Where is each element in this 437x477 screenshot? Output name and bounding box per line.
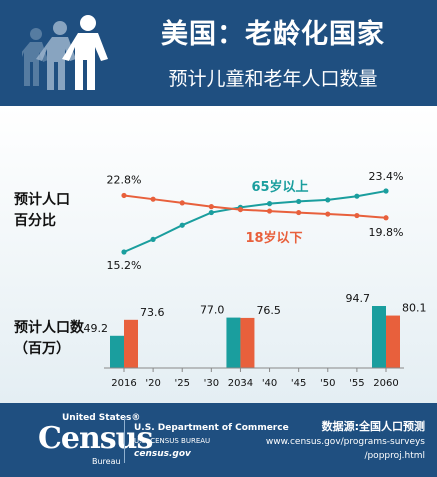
x-tick-label-5: '40 (262, 378, 277, 389)
page-subtitle: 预计儿童和老年人口数量 (168, 68, 378, 90)
x-tick-label-2: '25 (174, 378, 189, 389)
dept-website: census.gov (134, 449, 191, 459)
bar-1-0 (124, 319, 138, 368)
line-point-1-5 (266, 208, 273, 214)
line-point-0-6 (296, 198, 302, 205)
x-tick-label-6: '45 (291, 378, 306, 389)
chart-area (0, 106, 437, 403)
line-point-1-7 (325, 211, 331, 217)
series-label-under18: 18岁以下 (245, 230, 302, 246)
line-data-label-1: 23.4% (369, 170, 404, 183)
x-tick-label-3: '30 (204, 378, 219, 389)
line-point-1-6 (296, 209, 302, 216)
line-point-1-4 (237, 206, 244, 213)
brand-bureau: Bureau (92, 457, 121, 466)
x-tick-label-8: '55 (349, 378, 364, 389)
page-title: 美国：老龄化国家 (161, 19, 385, 50)
bar-value-label-0-0: 49.2 (84, 322, 109, 335)
line-point-0-5 (266, 201, 273, 207)
x-tick-label-1: '20 (145, 378, 160, 389)
line-data-label-3: 19.8% (369, 226, 404, 239)
percent-axis-label: 预计人口 百分比 (14, 190, 70, 232)
line-point-1-3 (208, 204, 214, 210)
source-url-1: www.census.gov/programs-surveys (265, 437, 425, 447)
line-point-0-8 (354, 193, 360, 199)
line-point-1-9 (383, 215, 389, 221)
line-point-0-1 (150, 236, 156, 242)
bar-0-1 (226, 317, 241, 368)
source-label: 数据源:全国人口预测 (321, 420, 425, 433)
line-point-1-2 (179, 200, 185, 206)
line-point-0-7 (325, 197, 331, 203)
line-point-0-3 (208, 209, 214, 216)
x-tick-label-0: 2016 (111, 378, 136, 389)
dept-line1: U.S. Department of Commerce (134, 423, 289, 433)
header: 美国：老龄化国家 预计儿童和老年人口数量 (0, 0, 437, 106)
bar-1-1 (240, 317, 255, 368)
bar-0-2 (372, 306, 386, 368)
dept-line2: U.S. CENSUS BUREAU (134, 437, 211, 445)
line-point-0-9 (383, 188, 389, 194)
x-tick-label-4: 2034 (228, 378, 253, 389)
footer-divider (124, 417, 125, 463)
source-url-2: /popproj.html (364, 451, 425, 461)
percent-label-line1: 预计人口 (14, 192, 70, 208)
line-point-1-1 (150, 196, 156, 202)
line-data-label-2: 22.8% (107, 173, 142, 186)
count-label-line1: 预计人口数 (14, 320, 84, 336)
bar-value-label-1-2: 80.1 (402, 302, 427, 315)
line-point-0-2 (179, 222, 185, 228)
series-label-65plus: 65岁以上 (251, 179, 308, 195)
x-tick-label-7: '50 (320, 378, 335, 389)
count-axis-label: 预计人口数 （百万） (14, 318, 84, 360)
brand-small: United States® (62, 413, 141, 423)
chart-svg: 15.2% 23.4% 22.8% 19.8% 65岁以上 18岁以下 49.2 73.6 77… (84, 170, 427, 389)
bar-value-label-0-1: 77.0 (200, 304, 225, 317)
line-point-1-8 (354, 212, 360, 219)
line-series-1 (123, 194, 387, 219)
bar-0-0 (110, 335, 124, 368)
line-point-0-0 (121, 249, 127, 255)
bar-value-label-1-1: 76.5 (256, 304, 281, 317)
footer: United States® Census Bureau U.S. Depart… (0, 403, 437, 477)
line-series-0 (123, 190, 387, 253)
line-point-1-0 (121, 192, 127, 199)
line-data-label-0: 15.2% (107, 259, 142, 272)
x-tick-label-9: 2060 (373, 378, 398, 389)
count-label-line2: （百万） (14, 341, 70, 357)
aging-people-icon (22, 15, 108, 90)
percent-label-line2: 百分比 (14, 213, 56, 229)
bar-value-label-0-2: 94.7 (346, 292, 371, 305)
bar-value-label-1-0: 73.6 (140, 306, 165, 319)
census-logo: Census (38, 421, 153, 456)
bar-1-2 (386, 315, 400, 368)
